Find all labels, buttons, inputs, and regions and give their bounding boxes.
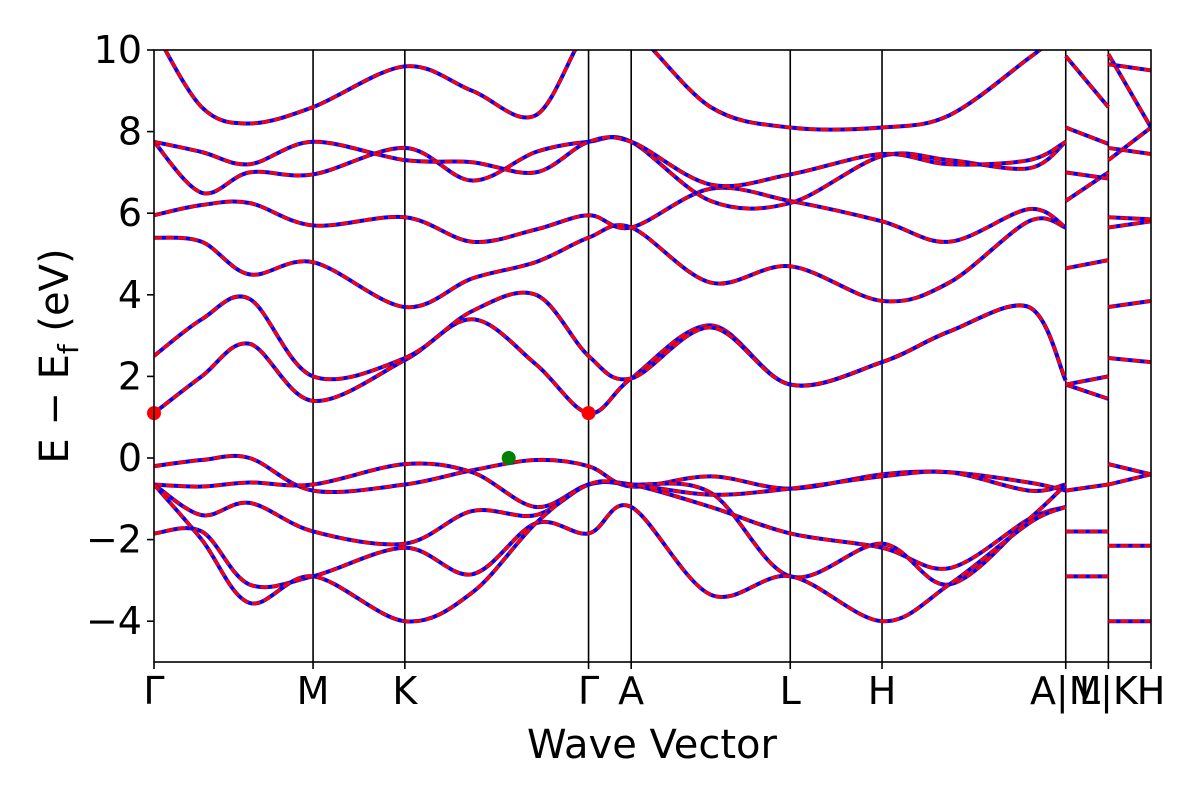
band-line-fit bbox=[1107, 472, 1151, 487]
y-tick-label: 2 bbox=[118, 354, 142, 398]
x-tick-label: M bbox=[297, 669, 330, 713]
band-line-fit bbox=[1065, 383, 1109, 401]
x-tick-label: Γ bbox=[578, 669, 599, 713]
x-tick-label: A bbox=[618, 669, 644, 713]
band-line-fit bbox=[154, 216, 1067, 309]
band-line-fit bbox=[1108, 299, 1151, 309]
band-line-fit bbox=[163, 50, 1043, 132]
band-line-fit bbox=[154, 454, 1067, 494]
band-line-fit bbox=[1065, 126, 1109, 146]
band-line-fit bbox=[154, 469, 1067, 624]
y-tick-label: −4 bbox=[86, 599, 142, 643]
y-axis-title-unit: (eV) bbox=[32, 248, 78, 344]
cbm-point bbox=[581, 406, 596, 421]
band-lines bbox=[154, 50, 1151, 624]
y-axis-ticks: −4 −2 0 2 4 6 8 10 bbox=[86, 28, 154, 643]
band-line-fit bbox=[1107, 126, 1151, 162]
band-line-fit bbox=[1065, 482, 1109, 493]
vbm-point bbox=[501, 451, 516, 465]
band-line-fit bbox=[154, 291, 1068, 388]
x-tick-label: K bbox=[392, 669, 418, 713]
y-tick-label: 6 bbox=[118, 191, 142, 235]
x-tick-label: L|K bbox=[1079, 669, 1139, 714]
band-line-fit bbox=[154, 135, 1067, 188]
band-line-fit bbox=[1108, 219, 1151, 230]
y-axis-title: E − Ef (eV) bbox=[32, 248, 85, 463]
y-tick-label: 10 bbox=[94, 28, 142, 72]
y-axis-title-base: E − E bbox=[32, 354, 78, 464]
plot-frame bbox=[153, 49, 1152, 663]
y-tick-label: 0 bbox=[118, 436, 142, 480]
y-tick-label: −2 bbox=[86, 518, 142, 562]
x-tick-label: A|M bbox=[1030, 669, 1102, 714]
band-line-fit bbox=[1107, 462, 1151, 476]
y-tick-label: 4 bbox=[118, 273, 142, 317]
band-line-fit bbox=[154, 503, 1067, 623]
band-line-fit bbox=[1064, 55, 1110, 109]
band-line-fit bbox=[1065, 374, 1109, 387]
x-tick-label: H bbox=[1137, 669, 1166, 713]
band-line-fit bbox=[1065, 258, 1109, 270]
band-line-fit bbox=[154, 135, 1067, 211]
x-tick-label: H bbox=[868, 669, 897, 713]
y-axis-title-sub: f bbox=[52, 343, 85, 354]
x-axis-ticks: Γ M K Γ A L H A|ML|KH bbox=[143, 662, 1165, 714]
band-line-fit bbox=[1108, 215, 1151, 221]
x-axis-title: Wave Vector bbox=[527, 722, 778, 768]
y-tick-label: 8 bbox=[118, 110, 142, 154]
x-tick-label: Γ bbox=[143, 669, 164, 713]
band-line-fit bbox=[1108, 146, 1151, 156]
x-tick-label: L bbox=[780, 669, 801, 713]
extremum-points bbox=[147, 406, 596, 465]
band-line-fit bbox=[1108, 356, 1151, 364]
band-line-fit bbox=[1108, 62, 1151, 72]
band-line-fit bbox=[154, 186, 1067, 244]
band-line-fit bbox=[1065, 170, 1109, 181]
